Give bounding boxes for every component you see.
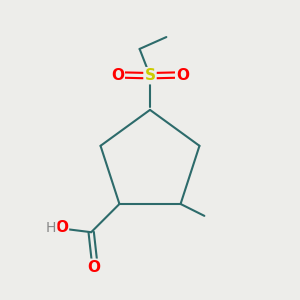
Text: O: O: [55, 220, 68, 235]
Text: S: S: [145, 68, 155, 83]
Text: O: O: [176, 68, 189, 82]
Text: O: O: [111, 68, 124, 82]
Text: O: O: [88, 260, 101, 275]
Text: H: H: [46, 221, 56, 235]
